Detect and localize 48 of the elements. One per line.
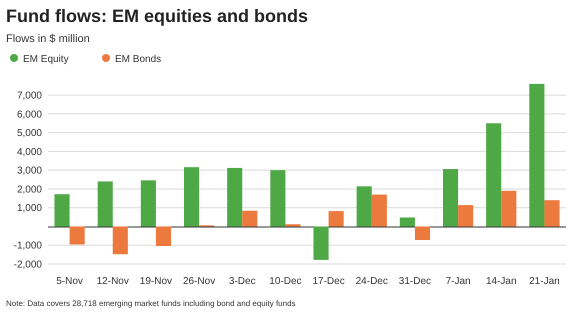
x-tick-label: 7-Jan [446,276,471,287]
bar [501,190,516,226]
legend-label: EM Equity [23,54,69,65]
bar [227,168,242,226]
y-tick-label: -2,000 [14,260,42,270]
chart-subtitle: Flows in $ million [6,33,90,45]
bar [414,226,430,240]
x-tick-label: 5-Nov [56,276,83,287]
bar [458,205,474,226]
legend-label: EM Bonds [115,54,162,65]
bar [356,186,372,226]
y-tick-label: 4,000 [16,146,42,158]
bar [486,123,502,226]
bar [70,226,85,244]
bar [54,194,70,226]
x-tick-label: 19-Nov [140,276,172,287]
y-tick-label: 6,000 [16,109,42,120]
x-tick-label: 10-Dec [269,276,302,287]
bar [328,211,344,226]
bar [242,210,258,226]
bar [140,180,156,226]
y-tick-label: 2,000 [16,184,42,196]
x-tick-label: 24-Dec [356,276,388,287]
bar [98,181,113,226]
bar [442,169,458,226]
x-tick-label: 12-Nov [96,276,129,287]
bar [313,226,329,260]
bar [184,167,200,226]
y-tick-label: 1,000 [16,203,42,214]
x-tick-label: 26-Nov [182,276,216,287]
x-tick-label: 3-Dec [228,276,256,287]
x-tick-label: 14-Jan [486,276,517,287]
chart-title: Fund flows: EM equities and bonds [6,6,308,26]
bar [529,84,544,226]
x-tick-label: 21-Jan [529,276,560,287]
x-tick-label: 31-Dec [398,276,432,287]
y-tick-label: -1,000 [14,240,42,252]
bar [156,226,172,246]
bar [270,170,286,226]
bar [112,226,128,254]
y-tick-label: 3,000 [16,166,42,177]
text: Note: Data covers 28,718 emerging market funds including bond and equity funds [6,299,296,308]
bar [372,194,387,226]
bar [544,200,560,226]
y-tick-label: 7,000 [16,90,42,102]
bar [400,217,415,226]
x-tick-label: 17-Dec [312,276,345,287]
y-tick-label: 5,000 [16,128,42,140]
